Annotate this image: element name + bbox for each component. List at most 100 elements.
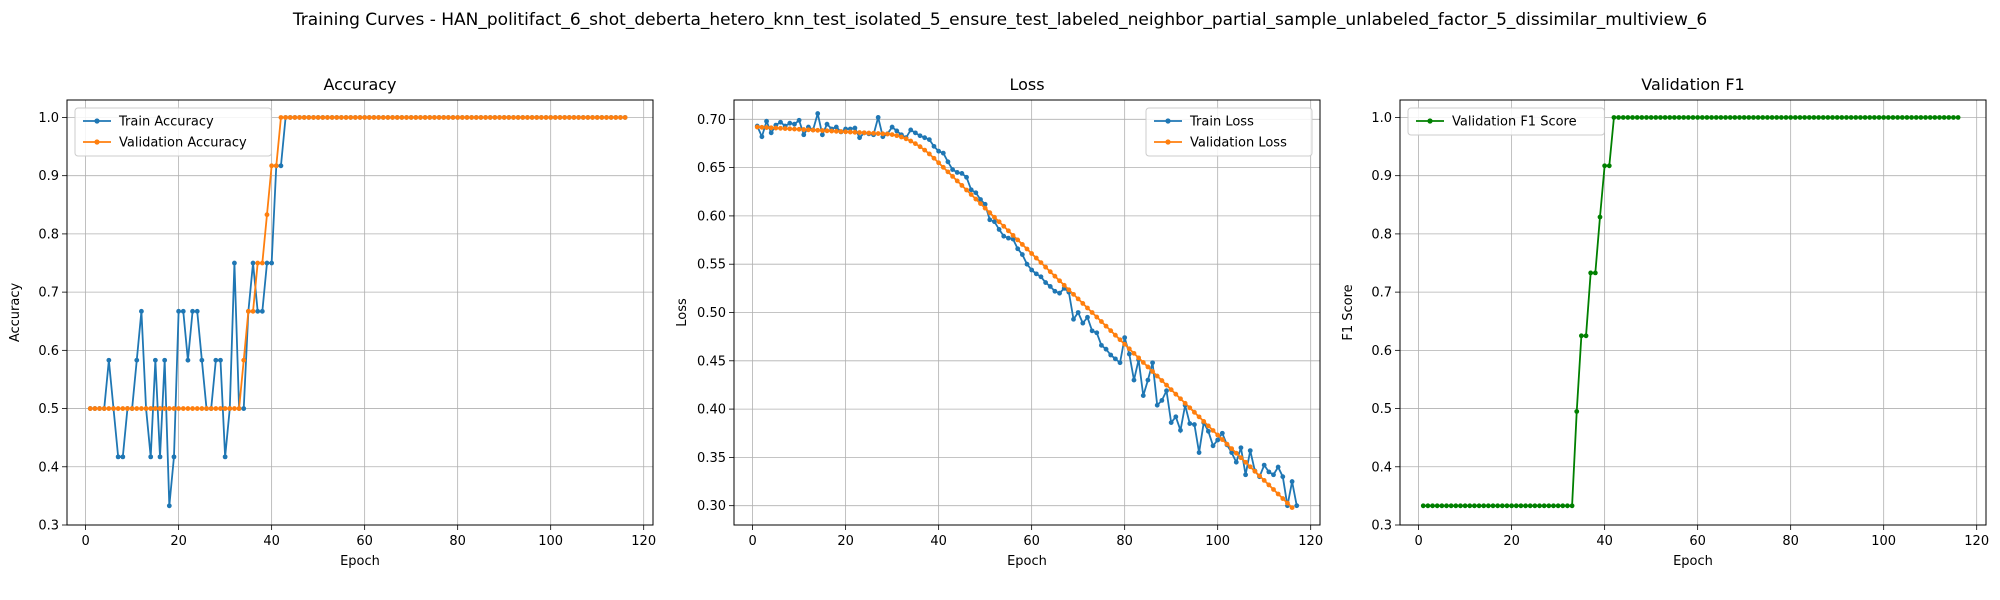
- data-point: [1233, 450, 1239, 456]
- data-point: [1071, 316, 1076, 322]
- plot-frame: [733, 99, 1321, 526]
- data-point: [782, 123, 788, 129]
- data-point: [1783, 115, 1789, 120]
- data-point: [968, 192, 974, 197]
- data-point: [185, 357, 191, 363]
- data-point: [815, 127, 821, 133]
- data-point: [1261, 477, 1267, 483]
- data-point: [157, 406, 163, 411]
- data-point: [1509, 503, 1515, 509]
- data-point: [320, 115, 326, 120]
- data-point: [204, 406, 209, 411]
- data-point: [931, 155, 937, 161]
- data-point: [1671, 115, 1677, 120]
- legend-label: Train Loss: [1189, 115, 1254, 130]
- y-tick-label: 0.65: [697, 161, 726, 176]
- data-point: [297, 115, 302, 120]
- data-point: [464, 115, 470, 120]
- data-point: [1233, 459, 1239, 465]
- data-point: [348, 115, 354, 120]
- data-point: [857, 135, 862, 141]
- x-tick-label: 100: [538, 534, 563, 549]
- data-point: [778, 125, 783, 131]
- data-point: [1089, 328, 1095, 334]
- data-point: [950, 167, 955, 172]
- data-point: [847, 129, 853, 135]
- data-point: [945, 159, 951, 165]
- data-point: [1122, 341, 1128, 347]
- data-point: [1001, 223, 1007, 229]
- data-point: [232, 260, 237, 266]
- legend-box: [1407, 107, 1605, 136]
- data-point: [1201, 420, 1207, 426]
- data-point: [1066, 289, 1072, 295]
- data-point: [548, 115, 554, 120]
- data-point: [1839, 115, 1845, 120]
- data-point: [1765, 115, 1770, 120]
- data-point: [1913, 115, 1919, 120]
- data-point: [1285, 503, 1290, 509]
- data-point: [1257, 473, 1262, 479]
- data-point: [833, 124, 839, 130]
- data-point: [829, 126, 835, 132]
- data-point: [1192, 422, 1197, 427]
- data-point: [511, 115, 516, 120]
- data-point: [534, 115, 540, 120]
- data-point: [1760, 115, 1766, 120]
- data-point: [1205, 423, 1211, 429]
- series-line: [757, 126, 1293, 509]
- data-point: [1257, 474, 1262, 480]
- data-point: [792, 121, 797, 127]
- data-point: [1057, 278, 1062, 284]
- data-point: [954, 170, 960, 175]
- data-point: [1737, 115, 1742, 120]
- data-point: [796, 117, 802, 123]
- data-point: [283, 115, 288, 120]
- data-point: [1219, 437, 1225, 442]
- data-point: [264, 212, 270, 218]
- data-point: [1136, 355, 1142, 361]
- data-point: [1099, 342, 1104, 348]
- data-point: [450, 115, 456, 120]
- data-point: [1876, 115, 1882, 120]
- data-point: [1080, 320, 1086, 326]
- data-point: [362, 115, 368, 120]
- x-tick-label: 0: [1414, 534, 1422, 549]
- data-point: [1168, 420, 1174, 426]
- data-point: [1885, 115, 1891, 120]
- data-point: [1439, 503, 1445, 509]
- data-point: [1890, 115, 1896, 120]
- data-point: [899, 134, 904, 140]
- data-point: [162, 357, 168, 363]
- data-point: [148, 454, 154, 460]
- data-point: [1523, 503, 1528, 509]
- data-point: [1667, 115, 1673, 120]
- data-point: [548, 115, 554, 120]
- data-point: [422, 115, 428, 120]
- data-point: [1444, 503, 1449, 509]
- data-point: [1718, 115, 1724, 120]
- data-point: [1541, 503, 1547, 509]
- data-point: [1057, 290, 1062, 296]
- legend-box: [74, 107, 272, 157]
- y-tick-label: 0.55: [697, 258, 726, 273]
- data-point: [801, 132, 807, 138]
- data-point: [1229, 446, 1235, 452]
- data-point: [1495, 503, 1501, 509]
- data-point: [1676, 115, 1682, 120]
- data-point: [987, 210, 993, 216]
- data-point: [585, 115, 591, 120]
- data-point: [180, 406, 186, 411]
- data-point: [1289, 479, 1295, 484]
- data-point: [1448, 503, 1454, 509]
- legend-label: Validation Accuracy: [119, 136, 247, 151]
- data-point: [297, 115, 302, 120]
- data-point: [445, 115, 451, 120]
- data-point: [1182, 400, 1188, 406]
- data-point: [604, 115, 609, 120]
- data-point: [273, 163, 279, 169]
- legend-label: Validation F1 Score: [1452, 115, 1577, 130]
- data-point: [1010, 236, 1016, 242]
- data-point: [352, 115, 358, 120]
- data-point: [861, 130, 867, 136]
